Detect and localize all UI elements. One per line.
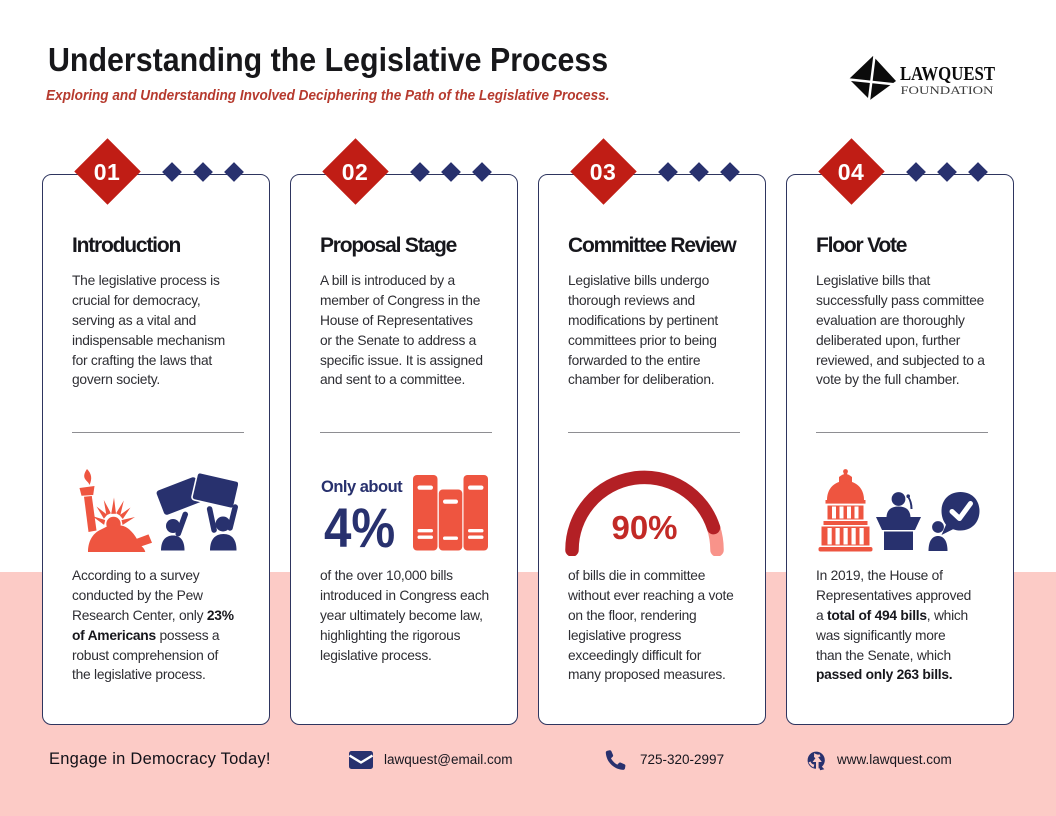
svg-text:FOUNDATION: FOUNDATION bbox=[901, 85, 995, 97]
svg-text:90%: 90% bbox=[611, 509, 677, 546]
svg-text:LAWQUEST: LAWQUEST bbox=[900, 63, 996, 85]
